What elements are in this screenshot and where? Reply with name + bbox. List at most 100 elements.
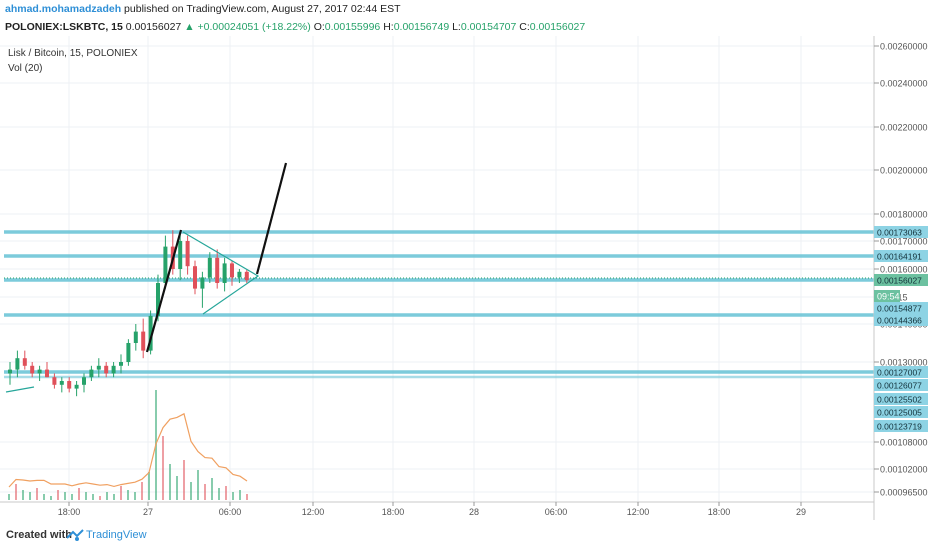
price-tick-label: 0.00220000 — [880, 123, 928, 133]
footer: Created with TradingView — [0, 520, 932, 550]
time-tick-label: 12:00 — [302, 507, 325, 517]
symbol: POLONIEX:LSKBTC, 15 — [5, 21, 123, 33]
volume-bar — [8, 494, 10, 500]
volume-bar — [29, 492, 31, 500]
publish-info: published on TradingView.com, August 27,… — [124, 3, 401, 15]
symbol-line: POLONIEX:LSKBTC, 15 0.00156027 ▲ +0.0002… — [5, 21, 585, 33]
volume-bar — [127, 490, 129, 500]
publish-line: ahmad.mohamadzadeh published on TradingV… — [5, 3, 401, 15]
price-axis[interactable]: 0.00260000 0.00240000 0.00220000 0.00200000… — [874, 42, 928, 498]
close-value: 0.00156027 — [529, 21, 586, 33]
open-label: O: — [313, 21, 325, 33]
candle-body — [148, 315, 153, 351]
level-tag-label: 0.00125005 — [877, 408, 922, 418]
volume-bar — [239, 490, 241, 500]
level-tag — [874, 274, 928, 286]
close-label: C: — [519, 21, 530, 33]
volume-ma-line — [8, 412, 248, 488]
price-tick-label: 0.00170000 — [880, 237, 928, 247]
candle-body — [126, 343, 131, 362]
price-tick-label: 0.00180000 — [880, 210, 928, 220]
volume-bar — [141, 482, 143, 500]
time-tick-label: 06:00 — [545, 507, 568, 517]
candle-body — [237, 271, 242, 278]
candle-body — [222, 263, 227, 283]
high-label: H: — [383, 21, 394, 33]
price-tick-label: 0.00240000 — [880, 79, 928, 89]
level-tag-label: 0.00126077 — [877, 381, 922, 391]
volume-bar — [218, 488, 220, 500]
candle-body — [59, 381, 64, 385]
candle-body — [230, 263, 234, 278]
candle-body — [45, 369, 49, 378]
legend-vol: Vol (20) — [8, 63, 42, 74]
time-tick-label: 18:00 — [382, 507, 405, 517]
candle-body — [178, 241, 183, 269]
candle-body — [163, 246, 168, 283]
level-tag-label: 0.00164191 — [877, 252, 922, 262]
tradingview-logo-icon — [66, 529, 84, 541]
candle-body — [185, 241, 190, 267]
level-tag — [874, 420, 928, 432]
time-tick-label: 28 — [469, 507, 479, 517]
volume-bar — [113, 494, 115, 500]
trendline-rally — [145, 229, 183, 353]
candle-body — [89, 369, 94, 378]
candle-body — [141, 331, 146, 351]
volume-bar — [197, 470, 199, 500]
legend-pair: Lisk / Bitcoin, 15, POLONIEX — [8, 48, 138, 59]
volume-bar — [85, 492, 87, 500]
level-tag-label: 0.00173063 — [877, 228, 922, 238]
price-tick-label: 0.00096500 — [880, 488, 928, 498]
candle-body — [207, 257, 212, 278]
last-price: 0.00156027 — [125, 21, 182, 33]
candle-body — [15, 358, 20, 370]
volume-bar — [120, 486, 122, 500]
time-tick-label: 12:00 — [627, 507, 650, 517]
level-tag-label: 0.00144366 — [877, 316, 922, 326]
volume-bar — [92, 494, 94, 500]
level-tag — [874, 302, 928, 314]
price-tick-label: 0.00130000 — [880, 358, 928, 368]
volume-bar — [64, 492, 66, 500]
price-tick-label: 0.00200000 — [880, 166, 928, 176]
volume-bar — [22, 490, 24, 500]
level-tag — [874, 250, 928, 262]
time-tick-label: 27 — [143, 507, 153, 517]
volume-bar — [169, 464, 171, 500]
candle-body — [74, 384, 79, 389]
candle-body — [96, 365, 101, 370]
candle-body — [215, 257, 220, 283]
volume-bar — [99, 496, 101, 500]
time-axis[interactable]: 18:00 27 06:00 12:00 18:00 28 06:00 12:00 18:00 2… — [58, 502, 806, 517]
volume-bar — [183, 460, 185, 500]
grid-lines — [0, 36, 874, 502]
volume-bar — [106, 492, 108, 500]
volume-bar — [246, 494, 248, 500]
candle-body — [30, 365, 35, 374]
drawings — [5, 162, 288, 393]
level-tag — [874, 226, 928, 238]
low-value: 0.00154707 — [460, 21, 517, 33]
candle-body — [111, 365, 116, 374]
price-change: ▲ +0.00024051 (+18.22%) — [184, 21, 311, 33]
horizontal-levels — [4, 230, 874, 379]
volume-bar — [43, 494, 45, 500]
symmetrical-triangle — [182, 231, 260, 315]
price-chart[interactable]: 0.00260000 0.00240000 0.00220000 0.00200000… — [0, 0, 932, 520]
trendline-projection — [255, 162, 288, 275]
author-link[interactable]: ahmad.mohamadzadeh — [5, 3, 122, 15]
level-tag-label: 0.00127007 — [877, 368, 922, 378]
level-tag — [874, 379, 928, 391]
volume-bar — [190, 482, 192, 500]
time-tick-label: 18:00 — [58, 507, 81, 517]
level-tag-label: 0.00156027 — [877, 276, 922, 286]
candle-body — [67, 381, 72, 389]
price-tick-label: 0.00160000 — [880, 265, 928, 275]
tradingview-brand[interactable]: TradingView — [86, 529, 147, 541]
level-tag — [874, 366, 928, 378]
low-label: L: — [452, 21, 461, 33]
price-tick-label: 0.00102000 — [880, 465, 928, 475]
level-tag — [874, 406, 928, 418]
